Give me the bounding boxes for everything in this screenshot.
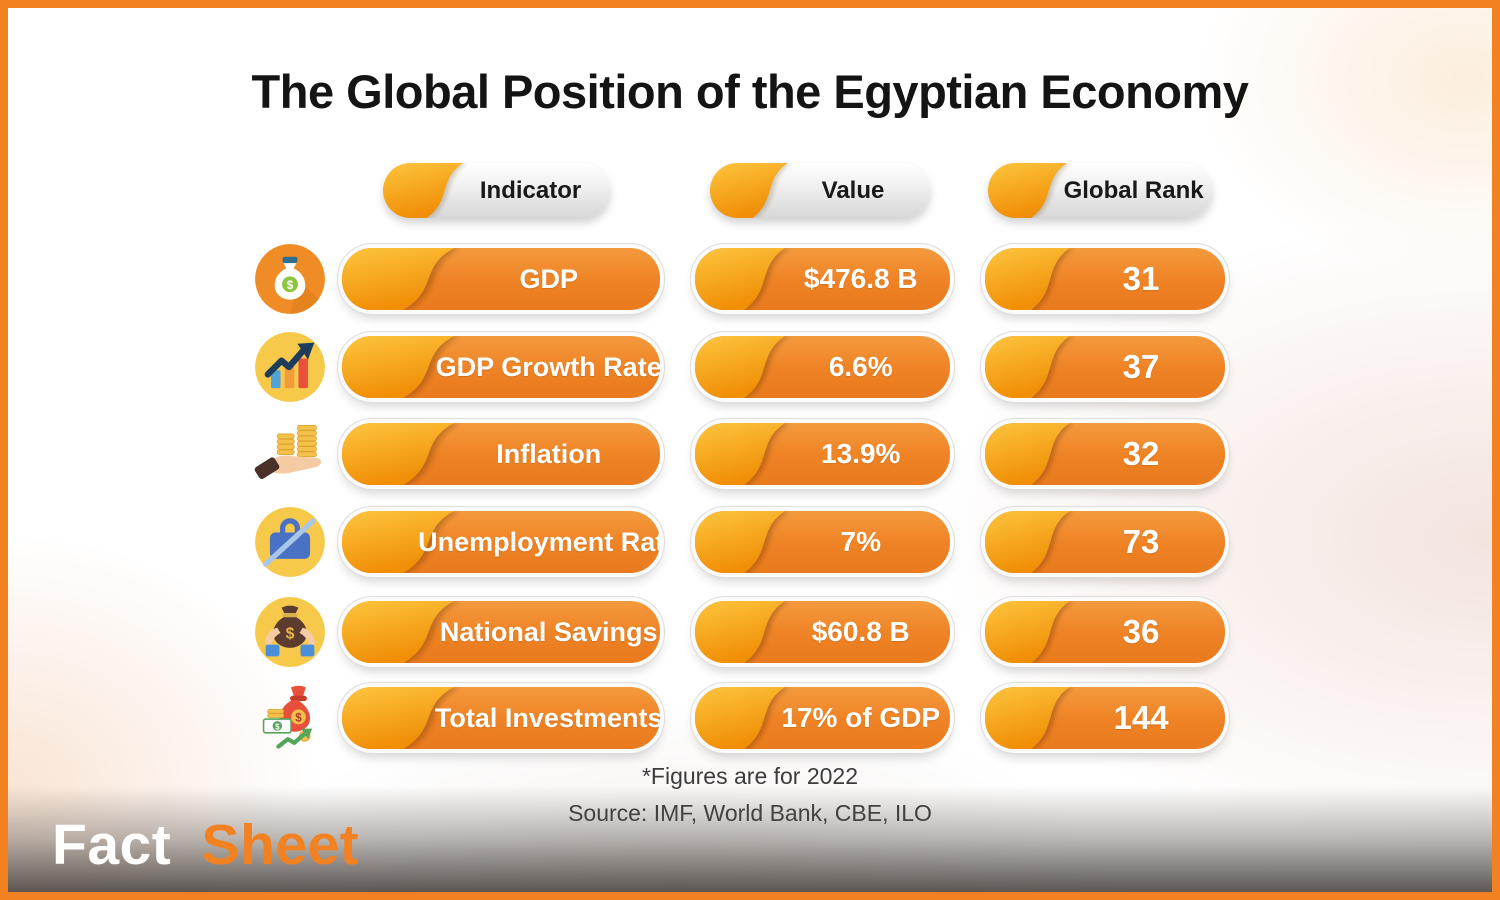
swoosh-decoration <box>695 423 790 485</box>
value-label: $476.8 B <box>803 263 918 294</box>
value-pill: 7% <box>695 511 950 573</box>
svg-text:$: $ <box>295 712 302 725</box>
header-global-rank: Global Rank <box>988 163 1212 218</box>
rank-label: 36 <box>1122 613 1160 650</box>
bottom-gradient-band <box>8 786 1492 892</box>
indicator-pill: GDP Growth Rate <box>342 336 660 398</box>
rank-pill: 32 <box>985 423 1225 485</box>
indicator-label: GDP <box>519 263 578 294</box>
indicator-pill: National Savings <box>342 601 660 663</box>
swoosh-decoration <box>342 336 460 398</box>
indicator-pill: GDP <box>342 248 660 310</box>
value-label: 7% <box>840 526 881 557</box>
swoosh-decoration <box>383 163 467 218</box>
svg-text:$: $ <box>275 722 280 731</box>
swoosh-decoration <box>342 423 460 485</box>
swoosh-decoration <box>342 248 460 310</box>
header-value: Value <box>710 163 930 218</box>
header-indicator-label: Indicator <box>479 176 582 204</box>
fact-sheet-logo: Fact Sheet <box>52 812 359 878</box>
table-row: Unemployment Rate 7% 73 <box>8 507 1492 577</box>
rank-label: 31 <box>1122 260 1160 297</box>
value-label: 6.6% <box>828 351 893 382</box>
swoosh-decoration <box>695 336 790 398</box>
rank-pill: 31 <box>985 248 1225 310</box>
swoosh-decoration <box>985 336 1074 398</box>
table-row: Inflation 13.9% 32 <box>8 423 1492 485</box>
brand-word-fact: Fact <box>52 813 172 877</box>
indicator-pill: Total Investments <box>342 687 660 749</box>
table-row: $ $ Total Investments 17% <box>8 685 1492 749</box>
rank-pill: 144 <box>985 687 1225 749</box>
swoosh-decoration <box>988 163 1071 218</box>
table-row: $ National Savings $60.8 B <box>8 597 1492 667</box>
swoosh-decoration <box>342 601 460 663</box>
value-pill: 6.6% <box>695 336 950 398</box>
rank-pill: 37 <box>985 336 1225 398</box>
page-title: The Global Position of the Egyptian Econ… <box>251 65 1249 118</box>
value-pill: 17% of GDP <box>695 687 950 749</box>
swoosh-decoration <box>985 248 1074 310</box>
figures-footnote: *Figures are for 2022 <box>641 763 859 789</box>
swoosh-decoration <box>342 687 460 749</box>
indicator-label: Unemployment Rate <box>418 526 660 557</box>
swoosh-decoration <box>695 601 790 663</box>
coins-in-hand-icon <box>253 417 327 491</box>
swoosh-decoration <box>985 601 1074 663</box>
indicator-label: GDP Growth Rate <box>435 351 660 382</box>
indicator-label: Total Investments <box>434 702 660 733</box>
header-value-label: Value <box>821 176 885 204</box>
svg-text:$: $ <box>286 625 295 642</box>
rank-pill: 36 <box>985 601 1225 663</box>
rank-pill: 73 <box>985 511 1225 573</box>
rank-label: 144 <box>1113 699 1169 736</box>
investment-bag-icon: $ $ <box>253 681 327 755</box>
header-indicator: Indicator <box>383 163 610 218</box>
swoosh-decoration <box>985 511 1074 573</box>
swoosh-decoration <box>695 248 790 310</box>
value-pill: $476.8 B <box>695 248 950 310</box>
swoosh-decoration <box>985 423 1074 485</box>
value-label: $60.8 B <box>811 616 910 647</box>
indicator-pill: Unemployment Rate <box>342 511 660 573</box>
indicator-pill: Inflation <box>342 423 660 485</box>
brand-word-sheet: Sheet <box>201 813 360 877</box>
table-row: GDP Growth Rate 6.6% 37 <box>8 332 1492 402</box>
money-sack-icon: $ <box>253 242 327 316</box>
header-global-rank-label: Global Rank <box>1063 176 1204 204</box>
value-label: 13.9% <box>821 438 901 469</box>
indicator-label: Inflation <box>496 438 602 469</box>
svg-text:$: $ <box>287 279 294 292</box>
swoosh-decoration <box>985 687 1074 749</box>
rank-label: 37 <box>1122 348 1160 385</box>
table-row: $ GDP $476.8 B 31 <box>8 244 1492 314</box>
growth-chart-icon <box>253 330 327 404</box>
value-pill: $60.8 B <box>695 601 950 663</box>
table-header-row: Indicator Value Global Rank <box>8 163 1492 218</box>
hands-money-bag-icon: $ <box>253 595 327 669</box>
swoosh-decoration <box>342 511 460 573</box>
rank-label: 32 <box>1122 435 1160 472</box>
swoosh-decoration <box>695 511 790 573</box>
swoosh-decoration <box>710 163 792 218</box>
briefcase-icon <box>253 505 327 579</box>
indicator-label: National Savings <box>439 616 658 647</box>
rank-label: 73 <box>1122 523 1160 560</box>
value-label: 17% of GDP <box>781 702 941 733</box>
swoosh-decoration <box>695 687 790 749</box>
value-pill: 13.9% <box>695 423 950 485</box>
